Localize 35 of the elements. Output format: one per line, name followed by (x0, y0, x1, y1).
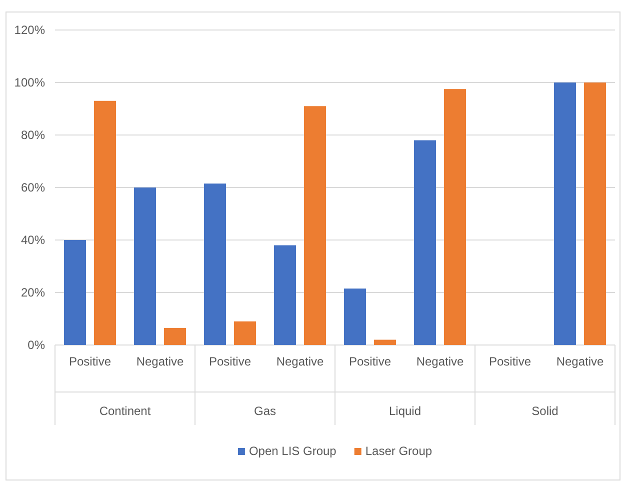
bar (304, 106, 326, 345)
bar (414, 140, 436, 345)
legend-label: Laser Group (365, 444, 432, 458)
x-tick-label: Positive (348, 354, 392, 369)
x-tick-label: Negative (556, 354, 604, 369)
x-tick-label: Positive (488, 354, 532, 369)
x-tick-label: Positive (68, 354, 112, 369)
text: Continent (99, 404, 152, 418)
text: Gas (254, 404, 276, 418)
bar (554, 82, 576, 345)
bar (374, 340, 396, 345)
x-tick-label: Negative (276, 354, 324, 369)
y-tick-label: 0% (28, 338, 46, 352)
y-tick-label: 20% (20, 285, 46, 300)
text: Liquid (388, 404, 422, 418)
bar (584, 82, 606, 345)
legend-label: Open LIS Group (248, 444, 337, 458)
bar (134, 188, 156, 345)
bar (234, 321, 256, 345)
x-tick-label: Negative (136, 354, 184, 369)
y-tick-label: 100% (14, 75, 46, 90)
x-tick-label: Positive (208, 354, 252, 369)
bar (164, 328, 186, 345)
y-tick-label: 120% (14, 22, 46, 37)
y-tick-label: 60% (20, 180, 46, 194)
bar (274, 245, 296, 345)
bar (444, 89, 466, 345)
y-tick-label: 80% (20, 128, 46, 142)
bar (64, 240, 86, 345)
bar (204, 184, 226, 345)
bar (94, 100, 116, 345)
y-tick-label: 40% (20, 232, 46, 247)
x-tick-label: Negative (416, 354, 464, 369)
bar (344, 288, 366, 345)
text: Solid (532, 404, 558, 418)
